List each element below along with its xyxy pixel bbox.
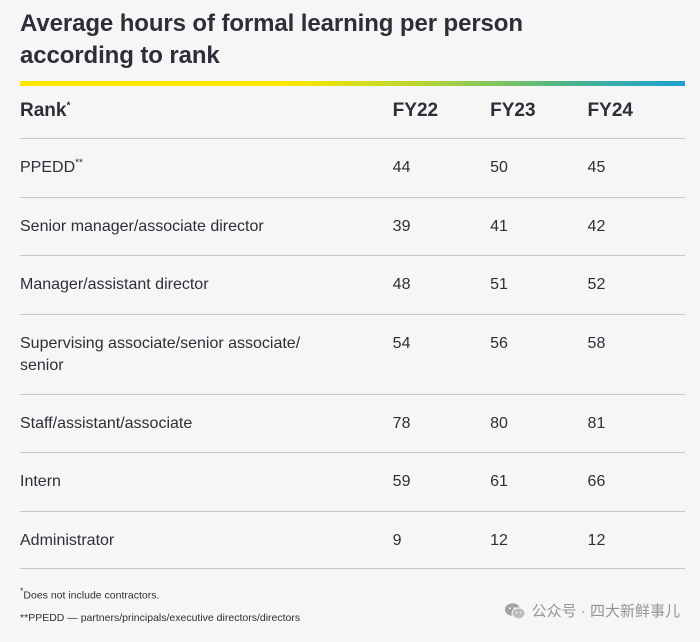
table-row: Manager/assistant director 48 51 52 [20, 255, 685, 315]
fy22-cell: 9 [392, 511, 491, 569]
fy24-cell: 42 [587, 197, 685, 256]
watermark-text: 公众号 · 四大新鲜事儿 [531, 603, 680, 620]
table-row: PPEDD** 44 50 45 [20, 138, 685, 198]
fy24-cell: 52 [587, 255, 685, 315]
fy23-cell: 61 [490, 452, 588, 512]
header-rank: Rank* [20, 86, 393, 139]
fy22-cell: 54 [392, 314, 491, 395]
fy23-cell: 50 [490, 138, 588, 198]
page-title: Average hours of formal learning per per… [20, 10, 523, 69]
fy23-cell: 56 [490, 314, 588, 395]
fy23-cell: 41 [490, 197, 588, 256]
header-fy24: FY24 [587, 86, 685, 139]
fy22-cell: 59 [392, 452, 491, 512]
table-row: Senior manager/associate director 39 41 … [20, 197, 685, 256]
fy24-cell: 81 [587, 394, 685, 453]
fy24-cell: 12 [587, 511, 685, 569]
learning-hours-table: Rank* FY22 FY23 FY24 PPEDD** 44 50 45 Se… [20, 86, 685, 569]
fy24-cell: 66 [587, 452, 685, 512]
fy23-cell: 51 [490, 255, 588, 315]
rank-cell: Senior manager/associate director [20, 197, 393, 256]
fy24-cell: 45 [587, 138, 685, 198]
rank-cell: Supervising associate/senior associate/ … [20, 314, 393, 395]
table-row: Supervising associate/senior associate/ … [20, 314, 685, 395]
header-fy23: FY23 [490, 86, 588, 139]
rank-cell: Intern [20, 452, 393, 512]
fy22-cell: 44 [392, 138, 491, 198]
table-header-row: Rank* FY22 FY23 FY24 [20, 86, 685, 139]
footnotes: *Does not include contractors. **PPEDD —… [20, 584, 300, 625]
title-gradient-rule [20, 81, 685, 86]
fy23-cell: 12 [490, 511, 588, 569]
watermark: 公众号 · 四大新鲜事儿 [504, 600, 680, 621]
fy22-cell: 48 [392, 255, 491, 315]
header-fy22: FY22 [392, 86, 491, 139]
fy22-cell: 39 [392, 197, 491, 256]
fy24-cell: 58 [587, 314, 685, 395]
rank-cell: Manager/assistant director [20, 255, 393, 315]
fy22-cell: 78 [392, 394, 491, 453]
footnote-ppedd: **PPEDD — partners/principals/executive … [20, 611, 301, 624]
wechat-icon [504, 602, 526, 619]
table-row: Staff/assistant/associate 78 80 81 [20, 394, 685, 453]
table-row: Intern 59 61 66 [20, 452, 685, 512]
rank-cell: PPEDD** [20, 138, 393, 198]
footnote-contractors: *Does not include contractors. [20, 586, 160, 602]
rank-cell: Staff/assistant/associate [20, 394, 393, 453]
rank-cell: Administrator [20, 511, 393, 569]
rank-cell-line: senior [20, 356, 64, 374]
table-row: Administrator 9 12 12 [20, 511, 685, 569]
rank-cell-line: Supervising associate/senior associate/ [20, 334, 301, 352]
fy23-cell: 80 [490, 394, 588, 453]
